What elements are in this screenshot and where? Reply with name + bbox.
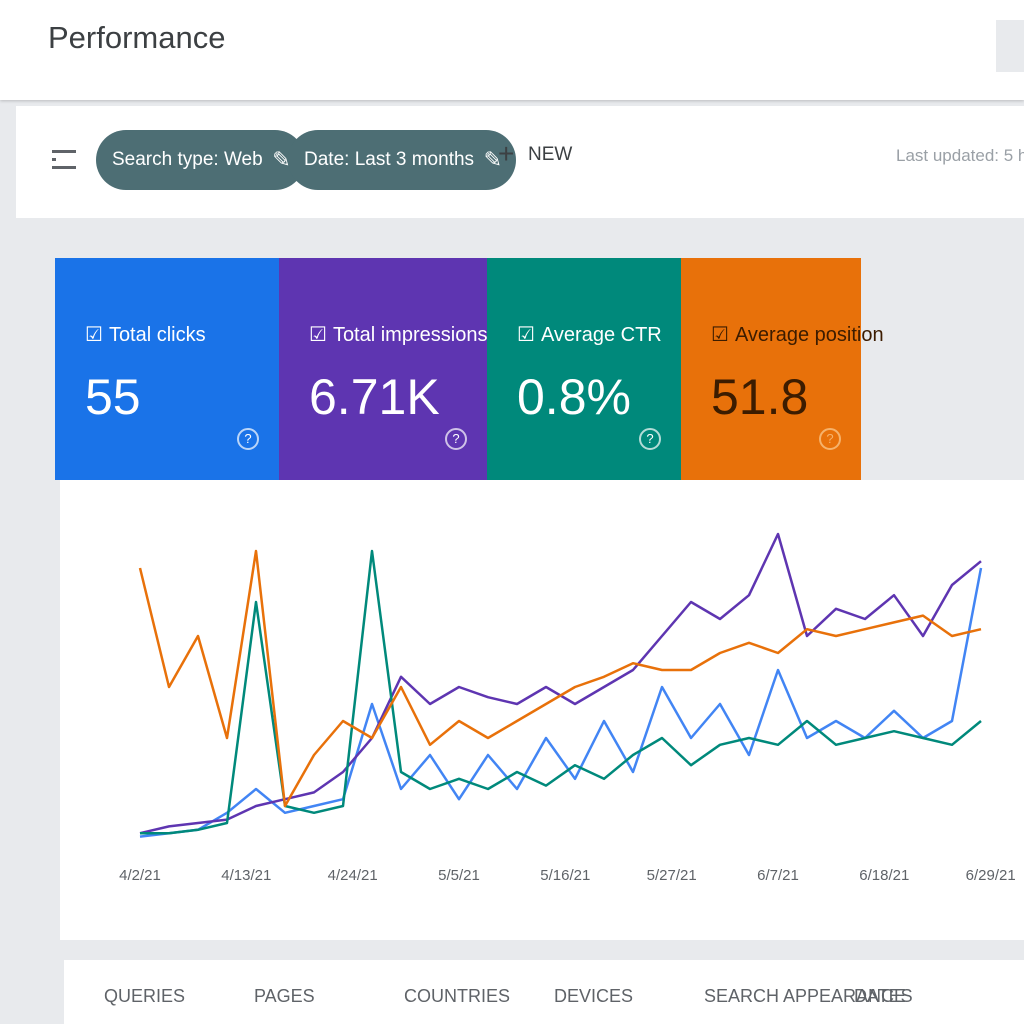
- tab[interactable]: DATES: [854, 986, 913, 1006]
- metric-card[interactable]: Average CTR 0.8% ?: [487, 258, 681, 480]
- series-line: [138, 549, 982, 808]
- chart-panel: 4/2/21 4/13/21 4/24/21 5/5/21 5/16/21 5/27/21…: [60, 480, 1024, 940]
- x-tick-label: 4/24/21: [328, 867, 378, 884]
- tab[interactable]: PAGES: [254, 986, 315, 1006]
- x-tick-label: 6/7/21: [757, 867, 799, 884]
- help-icon[interactable]: ?: [639, 428, 661, 450]
- series-line: [139, 532, 982, 835]
- tab[interactable]: DEVICES: [554, 986, 634, 1006]
- metric-card[interactable]: Average position 51.8 ?: [681, 258, 884, 480]
- metric-card[interactable]: Total impressions 6.71K ?: [279, 258, 487, 480]
- series-line: [139, 567, 983, 838]
- filter-icon[interactable]: [52, 150, 76, 153]
- x-tick-label: 4/2/21: [119, 867, 161, 884]
- new-filter[interactable]: NEW: [528, 144, 573, 165]
- x-tick-label: 4/13/21: [221, 867, 271, 884]
- metric-value: 6.71K: [309, 369, 440, 425]
- metric-value: 55: [85, 369, 141, 425]
- metric-value: 0.8%: [517, 369, 631, 425]
- tab[interactable]: COUNTRIES: [404, 986, 511, 1006]
- plus-icon: +: [498, 138, 515, 169]
- metric-label: Total impressions: [309, 322, 488, 347]
- series-line: [140, 549, 982, 835]
- metric-label: Average position: [711, 322, 884, 347]
- chart: 4/2/21 4/13/21 4/24/21 5/5/21 5/16/21 5/27/21…: [119, 532, 1016, 884]
- help-icon[interactable]: ?: [237, 428, 259, 450]
- download-button[interactable]: [996, 20, 1024, 72]
- filter-chip[interactable]: Search type: Web: [96, 130, 305, 190]
- filter-chip[interactable]: Date: Last 3 months: [288, 130, 517, 190]
- tab[interactable]: SEARCH APPEARANCE: [704, 986, 907, 1006]
- help-icon[interactable]: ?: [445, 428, 467, 450]
- metric-label: Total clicks: [85, 322, 206, 347]
- last-updated: Last updated: 5 hours: [896, 146, 1024, 165]
- tab[interactable]: QUERIES: [104, 986, 186, 1006]
- x-tick-label: 6/29/21: [966, 867, 1016, 884]
- x-tick-label: 5/16/21: [540, 867, 590, 884]
- filter-bar: Search type: Web Date: Last 3 months + N…: [16, 106, 1024, 218]
- x-tick-label: 5/5/21: [438, 867, 480, 884]
- page-title: Performance: [48, 20, 226, 55]
- tab-bar: QUERIES PAGES COUNTRIES DEVICES SEARCH APPEA…: [64, 960, 1024, 1024]
- header: Performance: [0, 0, 1024, 100]
- help-icon[interactable]: ?: [819, 428, 841, 450]
- x-tick-label: 5/27/21: [647, 867, 697, 884]
- metric-value: 51.8: [711, 369, 809, 425]
- x-tick-label: 6/18/21: [859, 867, 909, 884]
- metric-label: Average CTR: [517, 322, 662, 347]
- metric-card[interactable]: Total clicks 55 ?: [55, 258, 279, 480]
